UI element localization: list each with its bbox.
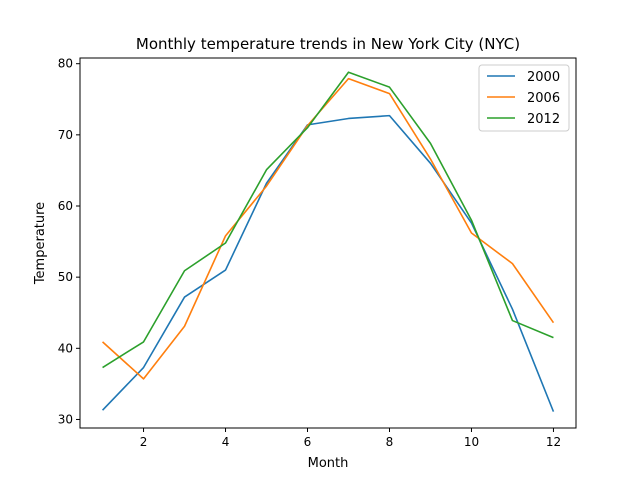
y-axis-ticks: 30 40 50 60 70 80 xyxy=(58,57,80,426)
y-tick-label: 80 xyxy=(58,57,73,71)
legend-label: 2012 xyxy=(527,112,560,127)
x-axis-ticks: 2 4 6 8 10 12 xyxy=(140,428,561,449)
legend-label: 2000 xyxy=(527,70,560,85)
chart-title: Monthly temperature trends in New York C… xyxy=(136,35,520,53)
y-axis-label: Temperature xyxy=(33,202,48,285)
y-tick-label: 50 xyxy=(58,270,73,284)
legend: 2000 2006 2012 xyxy=(478,64,570,132)
y-tick-label: 60 xyxy=(58,199,73,213)
series-line-2012 xyxy=(102,71,554,369)
plot-lines xyxy=(101,71,555,412)
plot-frame xyxy=(79,57,577,429)
x-tick-label: 6 xyxy=(304,435,312,449)
x-tick-label: 4 xyxy=(222,435,230,449)
x-tick-label: 8 xyxy=(386,435,394,449)
x-tick-label: 10 xyxy=(464,435,479,449)
y-tick-label: 30 xyxy=(58,412,73,426)
x-axis-label: Month xyxy=(308,456,349,471)
legend-box xyxy=(478,64,570,132)
series-line-2000 xyxy=(101,114,555,412)
y-tick-label: 40 xyxy=(58,341,73,355)
legend-label: 2006 xyxy=(527,91,560,106)
x-tick-label: 12 xyxy=(546,435,561,449)
y-tick-label: 70 xyxy=(58,128,73,142)
x-tick-label: 2 xyxy=(140,435,148,449)
